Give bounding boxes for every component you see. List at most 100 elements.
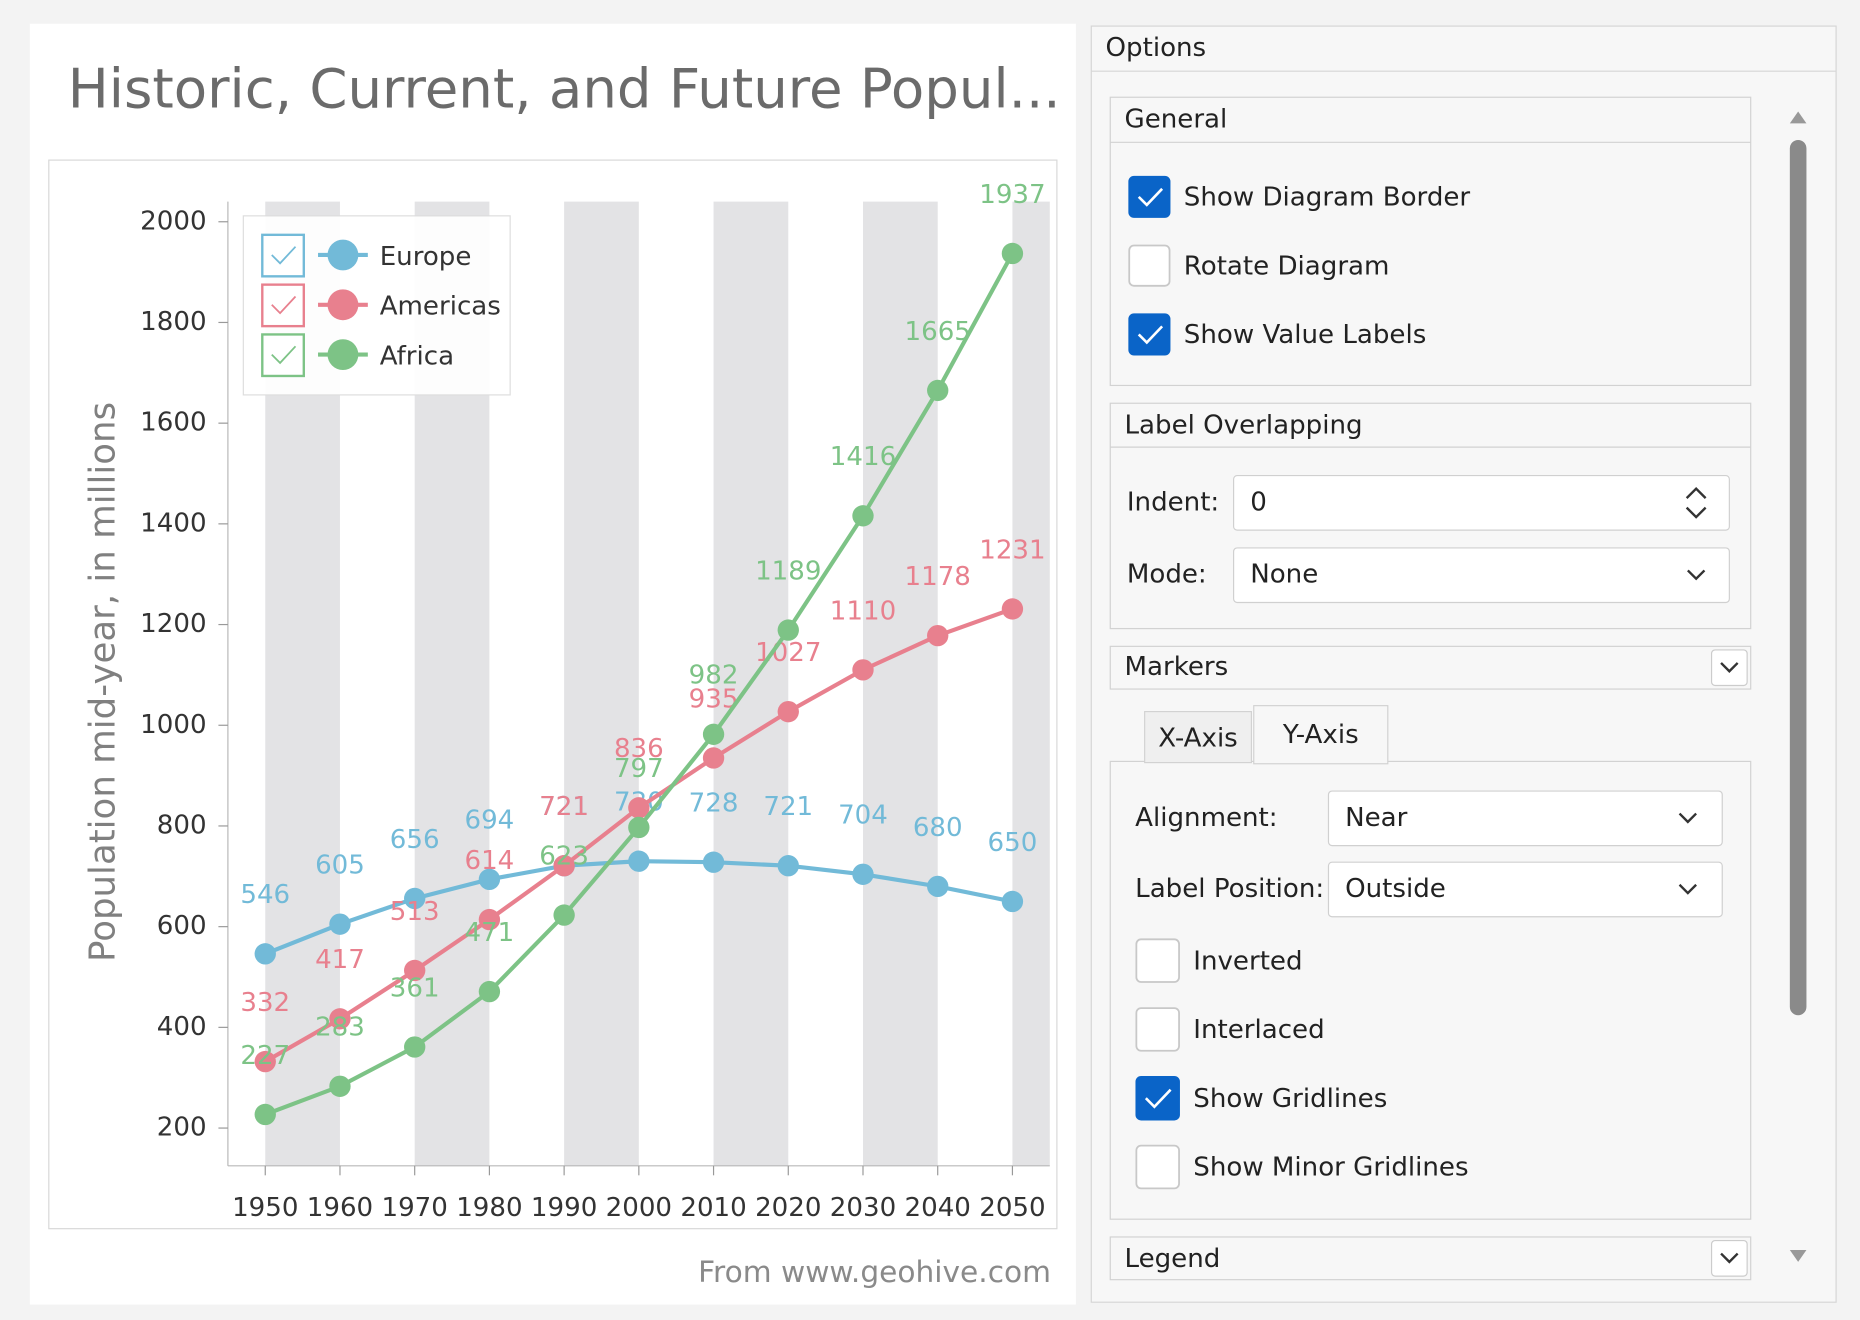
source-note: From www.geohive.com (698, 1254, 1051, 1289)
legend-checkbox[interactable] (261, 333, 305, 378)
scroll-up[interactable] (1789, 111, 1807, 124)
checkbox-label: Inverted (1193, 946, 1302, 976)
point (852, 863, 874, 885)
value-label: 623 (539, 841, 589, 871)
point (777, 619, 799, 641)
spin-value: 0 (1250, 487, 1267, 517)
value-label: 417 (315, 945, 365, 975)
value-label: 721 (539, 792, 589, 822)
dropdown-value: Near (1345, 803, 1408, 833)
y-tick-label: 800 (157, 810, 207, 840)
scroll-thumb[interactable] (1789, 139, 1807, 1016)
checkbox[interactable] (1135, 1144, 1180, 1190)
collapsed-group[interactable] (1109, 1236, 1752, 1281)
value-label: 1665 (905, 317, 971, 347)
point (1001, 890, 1024, 913)
checkbox[interactable] (1135, 1075, 1180, 1121)
group-title: Label Overlapping (1125, 410, 1363, 440)
spin-arrows[interactable] (1685, 486, 1707, 519)
checkbox-label: Show Diagram Border (1184, 183, 1471, 213)
diagram-border (48, 159, 1058, 1230)
point (329, 1075, 351, 1097)
checkbox[interactable] (1135, 938, 1180, 983)
field-label: Alignment: (1135, 803, 1277, 833)
expand-button[interactable] (1710, 649, 1748, 687)
tab[interactable] (1144, 710, 1252, 764)
legend: Europe Americas Africa (242, 215, 511, 396)
dropdown[interactable] (1327, 790, 1723, 847)
value-label: 797 (614, 754, 664, 784)
legend-checkbox[interactable] (261, 233, 305, 278)
legend-marker (327, 239, 359, 271)
options-title: Options (1106, 33, 1207, 63)
point (702, 851, 725, 873)
value-label: 471 (465, 918, 515, 948)
point (404, 1036, 426, 1058)
y-tick-label: 1200 (140, 609, 206, 639)
point (702, 723, 725, 745)
x-tick-label: 2050 (979, 1193, 1045, 1223)
legend-label: Americas (380, 292, 501, 322)
scroll-down[interactable] (1789, 1250, 1807, 1262)
checkbox[interactable] (1128, 175, 1171, 218)
y-tick-label: 1800 (140, 307, 206, 337)
dropdown[interactable] (1233, 547, 1730, 604)
point (329, 913, 351, 935)
checkmark (1144, 1088, 1172, 1109)
chevron (1678, 883, 1697, 895)
x-tick-label: 1980 (456, 1193, 522, 1223)
y-tick-label: 1000 (140, 710, 206, 740)
checkbox[interactable] (1128, 313, 1171, 356)
point (628, 816, 650, 839)
checkmark (1137, 187, 1164, 207)
checkbox-label: Show Gridlines (1193, 1084, 1387, 1114)
y-tick-label: 1400 (140, 508, 206, 538)
value-label: 513 (390, 897, 440, 927)
x-tick-label: 2000 (606, 1193, 672, 1223)
point (702, 747, 725, 769)
value-label: 656 (390, 825, 440, 855)
value-label: 728 (689, 789, 739, 819)
dropdown-value: None (1250, 560, 1318, 590)
checkbox-label: Show Value Labels (1184, 320, 1427, 350)
value-label: 1110 (830, 596, 896, 626)
value-label: 1189 (755, 556, 821, 586)
group-title: Markers (1125, 652, 1229, 682)
interlace-stripe (1012, 201, 1050, 1166)
plot: 200 400 600 800 1000 1200 1400 1600 1800 2000 1950… (140, 180, 1050, 1223)
group-box (1109, 96, 1752, 387)
point (553, 904, 575, 926)
checkbox-label: Show Minor Gridlines (1193, 1153, 1468, 1183)
checkbox[interactable] (1128, 244, 1171, 287)
checkbox[interactable] (1135, 1007, 1180, 1052)
value-label: 704 (838, 801, 888, 831)
expand-button[interactable] (1710, 1239, 1748, 1277)
checkboxes: Show Diagram Border Rotate Diagram Show Va… (1128, 175, 1471, 1190)
tab[interactable] (1253, 705, 1389, 765)
y-tick-label: 1600 (140, 408, 206, 438)
chevron (1720, 662, 1739, 673)
point (254, 1103, 276, 1126)
checkbox-label: Interlaced (1193, 1015, 1324, 1045)
value-label: 614 (465, 846, 515, 876)
field-label: Label Position: (1135, 874, 1324, 904)
tabs: X-Axis Y-Axis (1144, 705, 1389, 765)
spin-box[interactable] (1233, 474, 1730, 531)
legend-checkbox[interactable] (261, 283, 305, 328)
dropdown[interactable] (1327, 861, 1723, 918)
point (553, 855, 575, 877)
point (478, 868, 501, 891)
y-tick-label: 200 (157, 1113, 207, 1143)
interlace-stripe (862, 201, 938, 1166)
point (404, 887, 426, 910)
point (254, 943, 276, 965)
value-label: 650 (988, 828, 1038, 858)
group-title: Legend (1125, 1244, 1221, 1274)
chevron (1678, 812, 1697, 824)
point (478, 908, 501, 931)
value-label: 721 (763, 792, 813, 822)
checkmark (1137, 325, 1164, 345)
collapsed-group[interactable] (1109, 645, 1752, 690)
value-label: 605 (315, 851, 365, 881)
